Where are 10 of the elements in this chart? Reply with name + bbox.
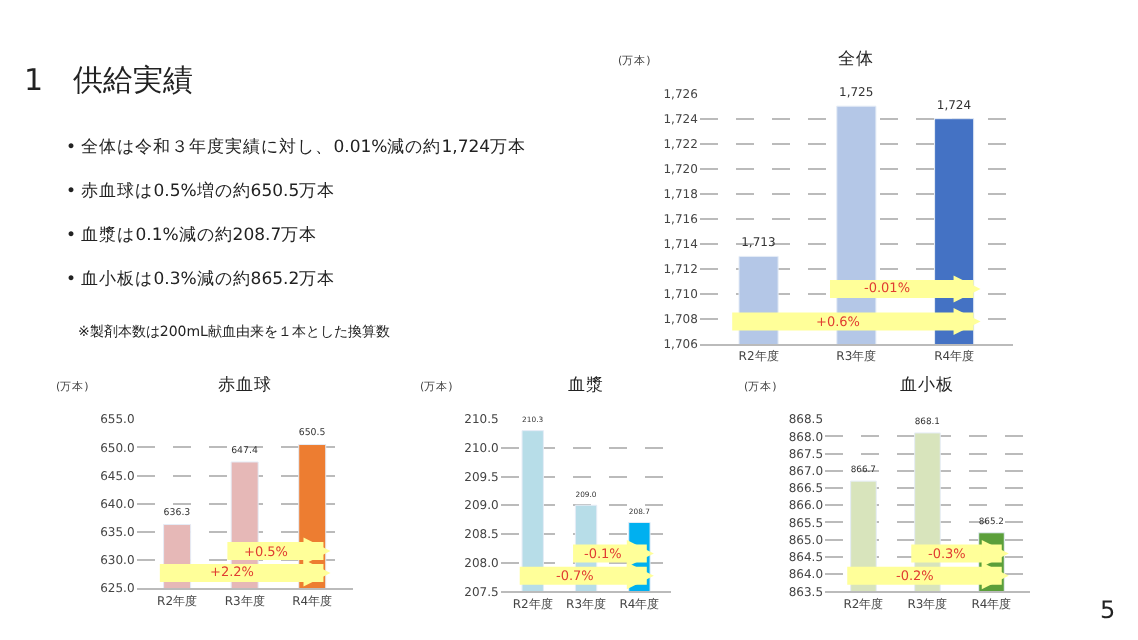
text: • 血漿は0.1%減の約208.7万本	[66, 224, 318, 246]
chart-title: 血小板	[900, 374, 954, 396]
text: • 赤血球は0.5%増の約650.5万本	[66, 180, 336, 202]
chart-title: 血漿	[568, 374, 604, 396]
text: • 全体は令和３年度実績に対し、0.01%減の約1,724万本	[66, 136, 527, 158]
text: 1 供給実績	[24, 62, 194, 98]
chart-title: 全体	[838, 48, 874, 70]
text: 5	[1100, 596, 1116, 624]
chart-title: 赤血球	[218, 374, 272, 396]
text: • 血小板は0.3%減の約865.2万本	[66, 268, 336, 290]
